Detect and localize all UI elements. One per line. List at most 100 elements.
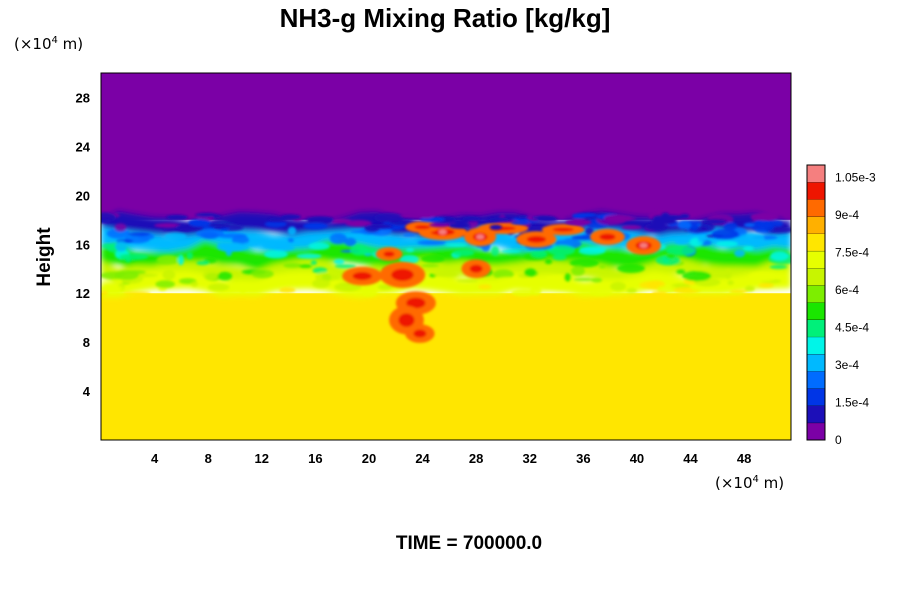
curl bbox=[188, 218, 211, 227]
curl bbox=[511, 221, 529, 225]
eddy bbox=[626, 288, 637, 294]
curl bbox=[572, 213, 587, 219]
eddy bbox=[573, 277, 595, 282]
eddy bbox=[558, 214, 566, 219]
curl bbox=[399, 213, 424, 218]
eddy bbox=[239, 283, 247, 294]
upper-edge-curls bbox=[101, 212, 777, 231]
colorbar-tick-label: 7.5e-4 bbox=[835, 246, 869, 260]
filament-red bbox=[552, 227, 574, 232]
eddy bbox=[344, 237, 357, 247]
curl bbox=[420, 212, 434, 219]
filament-red bbox=[414, 225, 431, 230]
eddy bbox=[403, 233, 416, 237]
colorbar-swatch bbox=[807, 319, 825, 337]
curl bbox=[487, 217, 511, 222]
curl bbox=[166, 214, 188, 220]
eddy bbox=[724, 268, 732, 280]
eddy bbox=[729, 289, 748, 294]
eddy bbox=[264, 250, 288, 259]
eddy bbox=[123, 291, 151, 295]
eddy bbox=[524, 268, 537, 277]
curl bbox=[531, 215, 556, 220]
colorbar-swatch bbox=[807, 250, 825, 269]
eddy bbox=[456, 279, 479, 283]
eddy bbox=[697, 234, 707, 243]
curl bbox=[756, 220, 769, 227]
filament-red bbox=[352, 272, 372, 281]
y-tick-label: 20 bbox=[76, 188, 90, 203]
eddy bbox=[219, 227, 230, 231]
eddy bbox=[186, 252, 193, 260]
colorbar-swatch bbox=[807, 199, 825, 217]
eddy bbox=[125, 256, 132, 263]
eddy bbox=[217, 271, 233, 281]
filament-red bbox=[413, 329, 427, 338]
y-tick-label: 4 bbox=[83, 384, 91, 399]
colorbar-tick-label: 3e-4 bbox=[835, 358, 859, 372]
curl bbox=[345, 219, 372, 227]
eddy bbox=[665, 253, 676, 259]
eddy bbox=[202, 269, 219, 281]
eddy bbox=[384, 237, 401, 244]
colorbar-swatch bbox=[807, 233, 825, 251]
curl bbox=[702, 219, 727, 224]
colorbar-swatch bbox=[807, 371, 825, 389]
x-tick-label: 12 bbox=[255, 451, 269, 466]
eddy bbox=[177, 254, 184, 266]
eddy bbox=[101, 285, 124, 292]
eddy bbox=[115, 241, 128, 252]
colorbar-tick-label: 4.5e-4 bbox=[835, 321, 869, 335]
y-tick-label: 16 bbox=[76, 237, 90, 252]
eddy bbox=[287, 238, 294, 243]
eddy bbox=[727, 280, 734, 286]
eddy bbox=[571, 235, 597, 240]
colorbar-tick-label: 0 bbox=[835, 433, 842, 447]
eddy bbox=[599, 264, 606, 269]
y-tick-label: 8 bbox=[83, 335, 90, 350]
x-tick-label: 4 bbox=[151, 451, 159, 466]
eddy bbox=[588, 289, 613, 297]
mixing-band bbox=[101, 270, 791, 299]
curl bbox=[268, 217, 286, 222]
colorbar-swatch bbox=[807, 388, 825, 406]
eddy bbox=[421, 264, 440, 268]
eddy bbox=[723, 222, 738, 231]
curl bbox=[303, 222, 328, 230]
curl bbox=[462, 216, 481, 222]
eddy bbox=[207, 283, 230, 291]
y-tick-label: 28 bbox=[76, 90, 90, 105]
colorbar-tick-label: 9e-4 bbox=[835, 208, 859, 222]
eddy bbox=[531, 249, 548, 258]
eddy bbox=[665, 245, 696, 256]
eddy bbox=[444, 243, 468, 247]
colorbar-swatch bbox=[807, 268, 825, 286]
eddy bbox=[744, 285, 755, 292]
colorbar-tick-label: 6e-4 bbox=[835, 283, 859, 297]
eddy bbox=[571, 265, 585, 276]
eddy bbox=[333, 258, 345, 265]
eddy bbox=[478, 284, 492, 290]
eddy bbox=[283, 262, 302, 268]
x-tick-label: 44 bbox=[683, 451, 698, 466]
eddy bbox=[164, 232, 187, 241]
eddy bbox=[350, 244, 369, 256]
curl bbox=[281, 214, 302, 220]
eddy bbox=[569, 258, 599, 268]
filament-red bbox=[406, 297, 426, 309]
eddy bbox=[782, 211, 791, 220]
eddy bbox=[279, 286, 296, 293]
eddy bbox=[338, 282, 351, 286]
eddy bbox=[243, 242, 260, 246]
curl bbox=[679, 214, 690, 219]
eddy bbox=[217, 242, 229, 247]
eddy bbox=[190, 281, 198, 287]
eddy bbox=[738, 233, 765, 243]
colorbar-swatch bbox=[807, 422, 825, 440]
eddy bbox=[334, 264, 357, 269]
eddy bbox=[547, 245, 576, 256]
colorbar-frame bbox=[806, 164, 826, 441]
eddy bbox=[308, 242, 330, 250]
x-tick-label: 48 bbox=[737, 451, 751, 466]
eddy bbox=[543, 285, 572, 289]
